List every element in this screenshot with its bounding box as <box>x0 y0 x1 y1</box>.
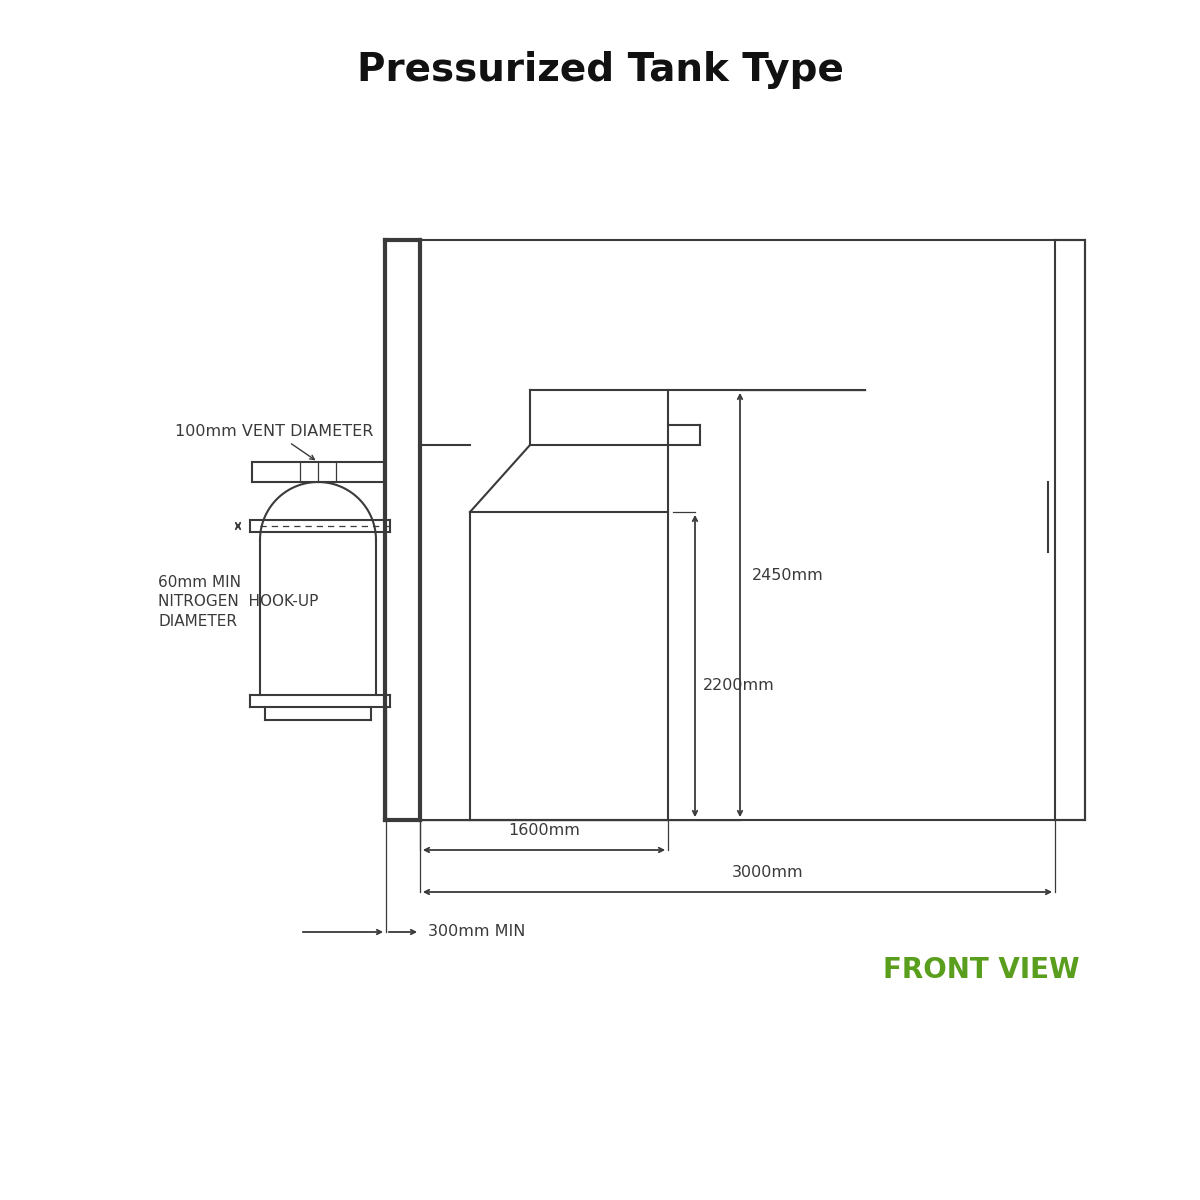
Text: 100mm VENT DIAMETER: 100mm VENT DIAMETER <box>175 425 373 460</box>
Text: 60mm MIN
NITROGEN  HOOK-UP
DIAMETER: 60mm MIN NITROGEN HOOK-UP DIAMETER <box>158 575 318 629</box>
Text: Pressurized Tank Type: Pressurized Tank Type <box>356 50 844 89</box>
Bar <box>385 240 1085 820</box>
Text: 2200mm: 2200mm <box>703 678 775 694</box>
Text: FRONT VIEW: FRONT VIEW <box>883 956 1080 984</box>
Text: 300mm MIN: 300mm MIN <box>428 924 526 940</box>
Text: 3000mm: 3000mm <box>732 865 803 880</box>
Text: 1600mm: 1600mm <box>508 823 580 838</box>
Text: 2450mm: 2450mm <box>752 568 823 582</box>
